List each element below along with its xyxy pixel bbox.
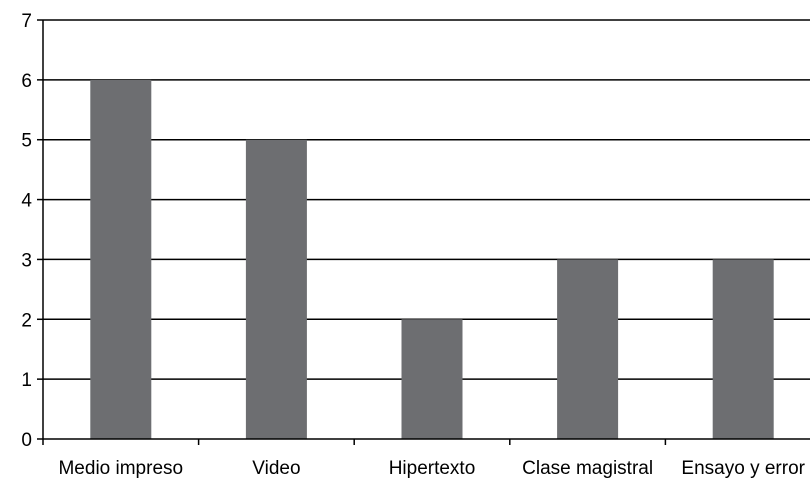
bar-medio-impreso <box>90 79 152 439</box>
y-tick-label-5: 5 <box>21 131 32 152</box>
y-tick-label-0: 0 <box>21 430 32 451</box>
bar-clase-magistral <box>557 259 619 439</box>
bars <box>90 79 774 439</box>
y-tick-label-3: 3 <box>21 250 32 271</box>
bar-ensayo-y-error <box>712 259 774 439</box>
y-tick-label-6: 6 <box>21 71 32 92</box>
bar-video <box>245 139 307 439</box>
x-tick-label-video: Video <box>252 458 300 478</box>
x-tick-label-hipertexto: Hipertexto <box>389 458 476 478</box>
x-tick-labels: Medio impreso Video Hipertexto Clase magist… <box>58 458 805 478</box>
y-tick-labels: 0 1 2 3 4 5 6 7 <box>21 11 32 451</box>
x-tick-label-clase-magistral: Clase magistral <box>522 458 653 478</box>
x-tick-label-medio-impreso: Medio impreso <box>58 458 183 478</box>
x-tick-label-ensayo-y-error: Ensayo y error <box>681 458 805 478</box>
y-tick-label-7: 7 <box>21 11 32 32</box>
bar-hipertexto <box>401 319 463 439</box>
y-tick-label-2: 2 <box>21 310 32 331</box>
y-tick-label-4: 4 <box>21 191 32 212</box>
gridlines <box>43 19 810 380</box>
y-tick-label-1: 1 <box>21 370 32 391</box>
axes <box>37 19 810 445</box>
